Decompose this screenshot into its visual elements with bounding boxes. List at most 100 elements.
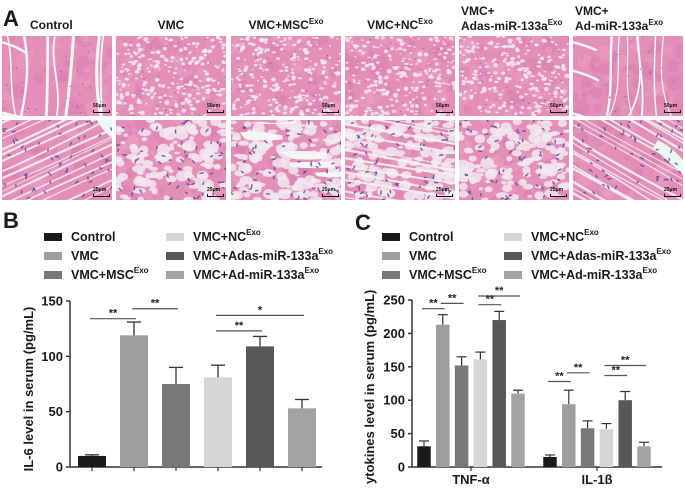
scale-bar: 25μm: [664, 188, 681, 197]
label-text: VMC: [409, 249, 437, 263]
histology-image-low-4: 50μm: [345, 36, 455, 116]
label-superscript: Exo: [547, 18, 563, 27]
legend-label: Control: [71, 230, 115, 244]
svg-text:IL-6 level in serum (pg/mL): IL-6 level in serum (pg/mL): [21, 307, 36, 472]
svg-text:**: **: [621, 354, 630, 366]
scale-bar-label: 50μm: [550, 103, 564, 109]
scale-bar: 50μm: [322, 103, 339, 113]
scale-bar-line: [550, 194, 567, 197]
label-text: VMC: [157, 18, 185, 32]
scale-bar-label: 25μm: [93, 187, 107, 193]
column-label-line1: VMC+: [461, 4, 495, 18]
chart-b-il6-bar-chart: 0 50 100 150 IL-6 level in serum (pg/mL) ** **…: [0, 284, 340, 484]
legend-swatch: [382, 233, 400, 241]
scale-bar-line: [322, 110, 339, 113]
scale-bar-label: 25μm: [550, 187, 564, 193]
scale-bar: 50μm: [550, 103, 567, 113]
label-text: Control: [71, 230, 116, 244]
svg-text:100: 100: [41, 349, 63, 364]
svg-text:*: *: [258, 304, 263, 316]
legend-label: Control: [409, 230, 453, 244]
legend-label: VMC: [409, 249, 437, 263]
column-label-1: Control: [30, 18, 73, 33]
panel-b-letter: B: [3, 208, 19, 233]
legend-label: VMC: [71, 249, 99, 263]
legend-swatch: [504, 252, 522, 260]
scale-bar: 25μm: [207, 187, 224, 197]
label-superscript: Exo: [642, 266, 658, 275]
scale-bar: 50μm: [93, 104, 110, 113]
histology-image-high-6: 25μm: [573, 120, 683, 200]
histology-image-low-5: 50μm: [459, 36, 569, 116]
histology-image-low-3: 50μm: [231, 36, 341, 116]
legend-label: VMC+MSCExo: [409, 267, 487, 283]
svg-text:**: **: [429, 298, 438, 310]
label-superscript: Exo: [418, 17, 433, 26]
label-text: VMC: [71, 249, 99, 263]
column-label-line1: VMC+: [575, 4, 609, 18]
svg-text:**: **: [109, 308, 118, 320]
label-text: VMC+Adas-miR-133a: [193, 249, 319, 263]
legend-swatch: [166, 233, 184, 241]
scale-bar: 25μm: [436, 188, 453, 197]
scale-bar: 25μm: [322, 187, 339, 197]
histology-image-low-1: 50μm: [2, 36, 112, 116]
scale-bar-label: 50μm: [207, 103, 221, 109]
scale-bar: 25μm: [550, 187, 567, 197]
label-superscript: Exo: [246, 228, 261, 237]
scale-bar: 50μm: [207, 103, 224, 113]
histology-image-low-2: 50μm: [116, 36, 226, 116]
scale-bar-line: [550, 110, 567, 113]
scale-bar-line: [664, 194, 681, 197]
scale-bar-label: 50μm: [322, 103, 336, 109]
column-label-line2: Adas-miR-133aExo: [461, 19, 562, 34]
label-superscript: Exo: [648, 18, 664, 27]
label-superscript: Exo: [318, 247, 334, 256]
column-label-6: VMC+ Ad-miR-133aExo: [575, 4, 663, 34]
histology-image-low-6: 50μm: [573, 36, 683, 116]
scale-bar-label: 25μm: [322, 187, 336, 193]
label-text: Ad-miR-133a: [575, 19, 649, 33]
scale-bar-line: [93, 110, 110, 113]
legend-label: VMC+MSCExo: [71, 266, 149, 283]
legend-item-3: VMC+MSCExo: [44, 266, 149, 283]
column-label-2: VMC: [116, 18, 226, 33]
scale-bar-line: [207, 194, 224, 197]
svg-text:TNF-α: TNF-α: [452, 472, 490, 484]
label-superscript: Exo: [304, 266, 320, 275]
svg-text:150: 150: [41, 294, 63, 309]
scale-bar: 50μm: [436, 103, 453, 113]
column-label-3: VMC+MSCExo: [231, 18, 341, 33]
legend-label: VMC+Ad-miR-133aExo: [193, 266, 320, 283]
scale-bar-line: [436, 110, 453, 113]
label-superscript: Exo: [133, 266, 149, 275]
svg-text:**: **: [486, 294, 495, 306]
svg-text:Cytokines level in serum (pg/m: Cytokines level in serum (pg/mL): [362, 290, 377, 484]
scale-bar-label: 50μm: [436, 103, 450, 109]
label-text: VMC+MSC: [248, 18, 309, 32]
svg-text:0: 0: [398, 460, 405, 475]
svg-text:50: 50: [49, 404, 63, 419]
label-text: VMC+NC: [531, 230, 585, 244]
svg-text:**: **: [612, 364, 621, 376]
legend-item-1: Control: [382, 230, 453, 244]
svg-text:100: 100: [383, 393, 405, 408]
scale-bar-line: [436, 194, 453, 197]
label-text: VMC+MSC: [71, 268, 134, 282]
label-text: VMC+MSC: [409, 268, 472, 282]
scale-bar-line: [207, 110, 224, 113]
label-text: Adas-miR-133a: [461, 19, 548, 33]
histology-image-high-1: 25μm: [2, 120, 112, 200]
scale-bar-label: 25μm: [207, 187, 221, 193]
chart-c-cytokines-bar-chart: 0 50 100 150 200 250 Cytokines level in serum …: [340, 284, 685, 489]
legend-item-4: VMC+NCExo: [166, 228, 261, 245]
legend-swatch: [166, 271, 184, 279]
legend-label: VMC+NCExo: [193, 228, 261, 245]
legend-swatch: [382, 252, 400, 260]
label-text: VMC+NC: [193, 230, 247, 244]
legend-item-6: VMC+Ad-miR-133aExo: [166, 266, 320, 283]
svg-text:**: **: [555, 370, 564, 382]
label-text: VMC+Ad-miR-133a: [531, 268, 643, 282]
legend-item-2: VMC: [382, 249, 437, 263]
legend-swatch: [382, 271, 400, 279]
